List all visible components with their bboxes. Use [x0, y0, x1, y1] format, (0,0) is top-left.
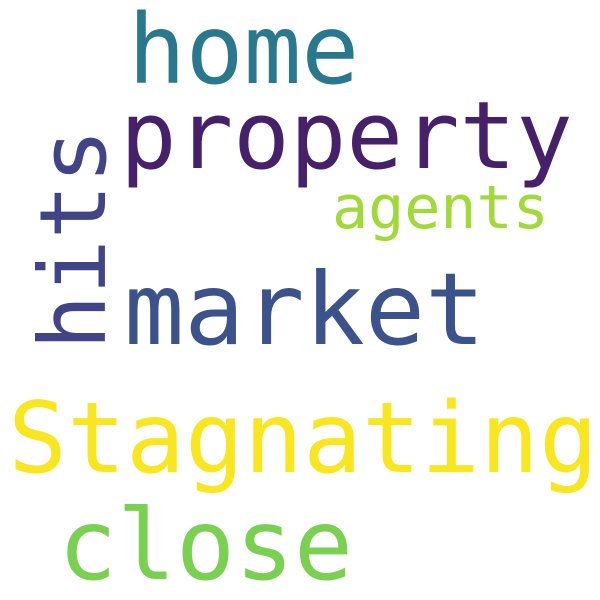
word-agents: agents: [332, 173, 549, 243]
word-close: close: [58, 489, 354, 600]
word-home: home: [128, 0, 360, 106]
word-market: market: [124, 251, 486, 368]
word-property: property: [120, 82, 573, 191]
word-hits: hits: [20, 128, 127, 350]
word-stagnating: Stagnating: [8, 382, 599, 496]
